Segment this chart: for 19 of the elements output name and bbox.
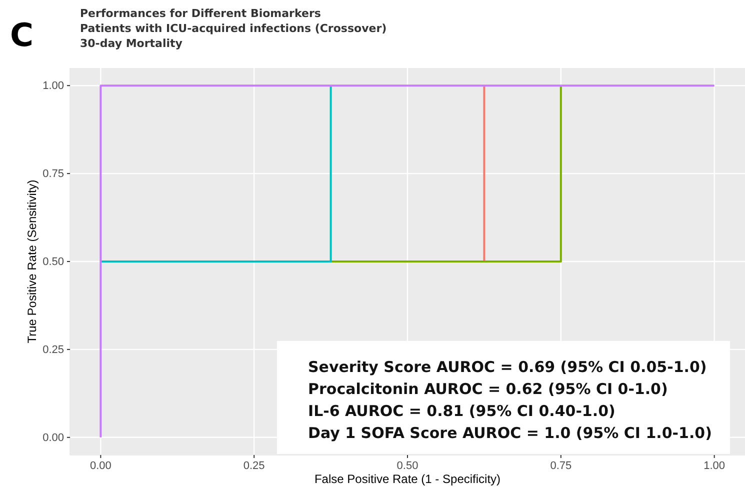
annotation: Procalcitonin AUROC = 0.62 (95% CI 0-1.0) xyxy=(308,380,668,398)
text: C xyxy=(10,16,34,54)
x-tick-label: 0.25 xyxy=(243,460,265,472)
y-tick-label: 1.00 xyxy=(42,80,64,92)
annotation: IL-6 AUROC = 0.81 (95% CI 0.40-1.0) xyxy=(308,402,616,420)
annotation: Severity Score AUROC = 0.69 (95% CI 0.05-1.0) xyxy=(308,358,707,376)
x-tick-label: 0.00 xyxy=(90,460,112,472)
annotation: Day 1 SOFA Score AUROC = 1.0 (95% CI 1.0-1.0) xyxy=(308,424,712,442)
y-tick-label: 0.75 xyxy=(42,168,64,180)
y-tick-label: 0.25 xyxy=(42,344,64,356)
chart-subtitle: Patients with ICU-acquired infections (Crossover) 30-day Mortality xyxy=(80,22,387,50)
x-tick-label: 0.50 xyxy=(396,460,418,472)
y-axis-title: True Positive Rate (Sensitivity) xyxy=(25,180,39,344)
x-tick-label: 1.00 xyxy=(704,460,726,472)
chart-title: Performances for Different Biomarkers xyxy=(80,7,322,20)
x-axis-title: False Positive Rate (1 - Specificity) xyxy=(314,472,501,486)
y-tick-label: 0.00 xyxy=(42,432,64,444)
y-tick-label: 0.50 xyxy=(42,256,64,268)
x-tick-label: 0.75 xyxy=(550,460,572,472)
